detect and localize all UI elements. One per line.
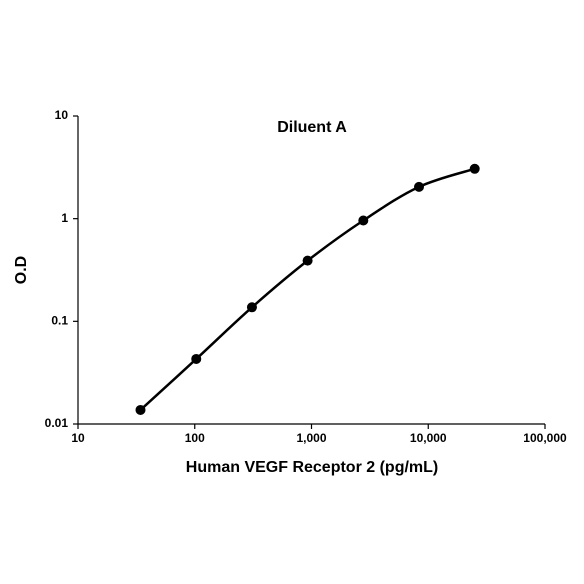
data-point <box>469 163 480 174</box>
data-point <box>135 404 146 415</box>
x-axis-label: Human VEGF Receptor 2 (pg/mL) <box>186 459 438 476</box>
x-tick-label: 10,000 <box>410 431 447 445</box>
series-line <box>139 167 476 411</box>
y-tick-label: 0.1 <box>51 314 68 328</box>
data-point <box>302 255 313 266</box>
x-tick-label: 1,000 <box>296 431 326 445</box>
y-tick-label: 1 <box>61 211 68 225</box>
data-point <box>191 353 202 364</box>
y-tick-label: 0.01 <box>45 416 69 430</box>
chart-title: Diluent A <box>277 119 347 136</box>
y-tick-label: 10 <box>55 108 69 122</box>
x-tick-label: 100,000 <box>523 431 567 445</box>
y-axis-title: O.D <box>13 256 30 284</box>
x-tick-label: 100 <box>185 431 205 445</box>
data-point <box>414 181 425 192</box>
x-tick-label: 10 <box>71 431 85 445</box>
data-point <box>246 302 257 313</box>
data-point <box>358 215 369 226</box>
